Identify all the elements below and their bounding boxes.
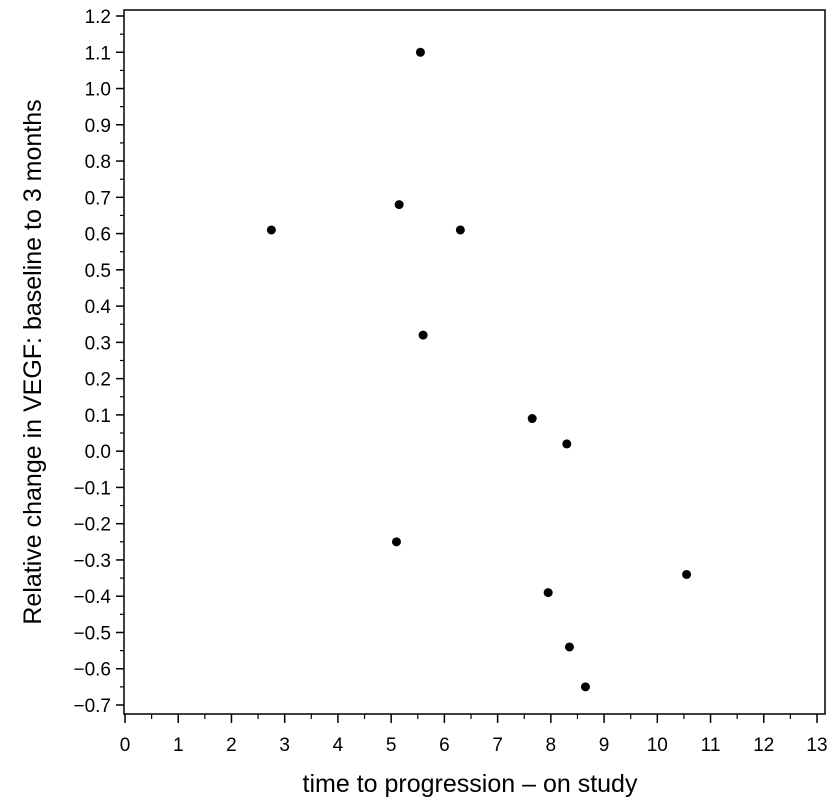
y-tick-label: 0.8 bbox=[85, 152, 111, 173]
data-point bbox=[580, 682, 590, 692]
y-tick-label: −0.3 bbox=[73, 551, 111, 572]
data-point bbox=[527, 414, 537, 424]
x-tick-label: 13 bbox=[806, 735, 827, 756]
y-tick-label: −0.5 bbox=[73, 623, 111, 644]
x-tick-label: 4 bbox=[333, 735, 344, 756]
data-point bbox=[415, 47, 425, 57]
x-tick-label: 5 bbox=[386, 735, 397, 756]
y-tick-label: 1.2 bbox=[85, 7, 111, 28]
y-axis: 1.2 1.1 1.0 0.9 0.8 0.7 0.6 0.5 0.4 0.3 0.2 0.1 0.0 −… bbox=[73, 7, 124, 717]
data-point bbox=[418, 330, 428, 340]
data-point bbox=[564, 642, 574, 652]
y-axis-title: Relative change in VEGF: baseline to 3 m… bbox=[19, 99, 47, 624]
x-tick-label: 8 bbox=[546, 735, 557, 756]
data-point bbox=[455, 225, 465, 235]
plot-frame bbox=[123, 9, 826, 715]
y-tick-label: 0.2 bbox=[85, 370, 111, 391]
data-point bbox=[562, 439, 572, 449]
x-tick-label: 3 bbox=[279, 735, 290, 756]
data-point bbox=[394, 200, 404, 210]
y-tick-label: 0.6 bbox=[85, 225, 111, 246]
y-tick-label: −0.6 bbox=[73, 660, 111, 681]
y-tick-label: 0.7 bbox=[85, 188, 111, 209]
data-point bbox=[266, 225, 276, 235]
data-point bbox=[682, 569, 692, 579]
y-tick-label: −0.7 bbox=[73, 696, 111, 717]
y-tick-label: 0.1 bbox=[85, 406, 111, 427]
x-axis-title: time to progression – on study bbox=[303, 770, 638, 798]
y-tick-label: 0.3 bbox=[85, 333, 111, 354]
y-tick-label: −0.1 bbox=[73, 478, 111, 499]
y-tick-label: 0.4 bbox=[85, 297, 112, 318]
x-tick-label: 0 bbox=[120, 735, 131, 756]
y-tick-label: 0.0 bbox=[85, 442, 111, 463]
x-tick-label: 6 bbox=[439, 735, 450, 756]
y-tick-label: 0.9 bbox=[85, 116, 111, 137]
y-tick-label: 0.5 bbox=[85, 261, 111, 282]
x-axis: 0 1 2 3 4 5 6 7 8 9 10 11 12 13 bbox=[120, 714, 828, 756]
data-point bbox=[391, 537, 401, 547]
x-tick-label: 12 bbox=[753, 735, 774, 756]
x-tick-label: 9 bbox=[599, 735, 610, 756]
y-tick-label: −0.4 bbox=[73, 587, 111, 608]
x-tick-label: 1 bbox=[173, 735, 184, 756]
x-tick-label: 11 bbox=[701, 735, 721, 756]
y-tick-label: 1.1 bbox=[85, 43, 111, 64]
y-tick-label: −0.2 bbox=[73, 515, 111, 536]
data-points bbox=[266, 47, 692, 692]
x-tick-label: 7 bbox=[492, 735, 503, 756]
data-point bbox=[543, 588, 553, 598]
x-tick-label: 10 bbox=[647, 735, 668, 756]
x-tick-label: 2 bbox=[226, 735, 237, 756]
y-tick-label: 1.0 bbox=[85, 80, 111, 101]
